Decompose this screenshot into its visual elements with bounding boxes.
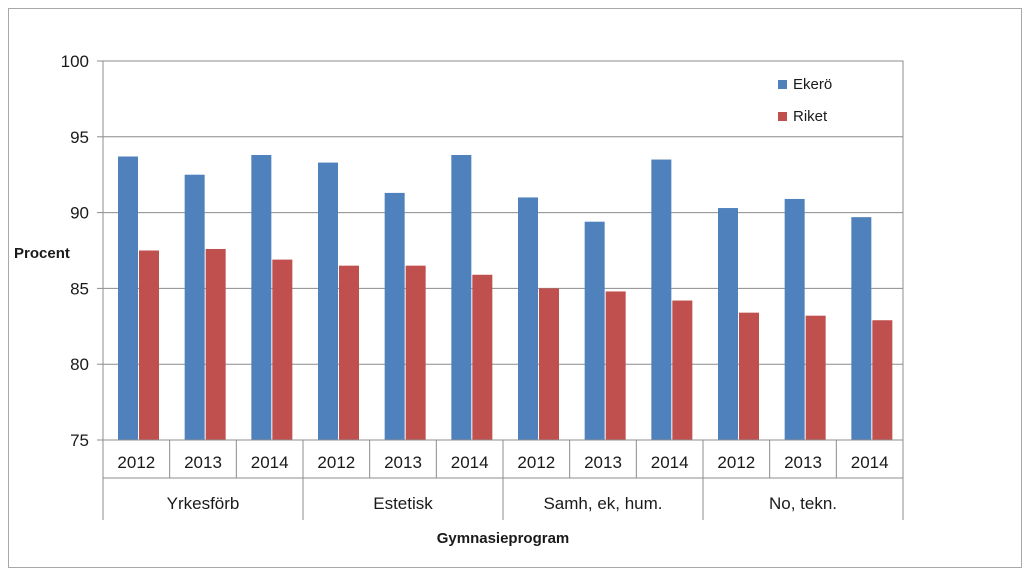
bar-riket xyxy=(539,288,559,440)
bar-riket xyxy=(272,259,293,440)
tick-labels: 75 80 85 90 95 100 2012 2013 2014 2012 2013 2014 201… xyxy=(61,52,889,513)
x-year-label: 2013 xyxy=(384,453,422,472)
x-year-label: 2013 xyxy=(184,453,222,472)
x-year-label: 2012 xyxy=(517,453,555,472)
bar-riket xyxy=(472,274,493,440)
bar-riket xyxy=(339,265,359,440)
bar-ekero xyxy=(451,154,472,440)
y-tick-label: 80 xyxy=(70,355,89,374)
legend-swatch xyxy=(778,112,787,121)
x-year-label: 2014 xyxy=(651,453,689,472)
axes xyxy=(102,439,904,520)
bar-ekero xyxy=(784,198,805,440)
bar-ekero xyxy=(251,154,272,440)
x-axis-title: Gymnasieprogram xyxy=(437,530,570,546)
bar-riket xyxy=(672,300,693,440)
bar-riket xyxy=(739,312,759,440)
bar-riket xyxy=(605,291,626,440)
x-year-label: 2014 xyxy=(851,453,889,472)
bar-ekero xyxy=(718,208,738,440)
y-axis-title: Procent xyxy=(14,245,70,262)
x-group-label: Yrkesförb xyxy=(167,494,240,513)
bar-ekero xyxy=(318,162,338,440)
x-group-label: No, tekn. xyxy=(769,494,837,513)
y-tick-label: 90 xyxy=(70,204,89,223)
x-group-label: Samh, ek, hum. xyxy=(543,494,662,513)
bar-ekero xyxy=(851,217,872,440)
bar-riket xyxy=(139,250,159,440)
x-group-label: Estetisk xyxy=(373,494,433,513)
bar-ekero xyxy=(584,221,605,440)
bar-ekero xyxy=(184,174,205,440)
legend: Ekerö Riket xyxy=(778,76,832,125)
y-tick-label: 100 xyxy=(61,52,89,71)
y-tick-label: 95 xyxy=(70,128,89,147)
legend-swatch xyxy=(778,80,787,89)
bar-ekero xyxy=(384,192,405,440)
x-year-label: 2013 xyxy=(784,453,822,472)
x-year-label: 2012 xyxy=(117,453,155,472)
bar-riket xyxy=(805,315,826,440)
x-year-label: 2012 xyxy=(717,453,755,472)
x-year-label: 2012 xyxy=(317,453,355,472)
bar-riket xyxy=(872,320,893,440)
bar-chart: 75 80 85 90 95 100 2012 2013 2014 2012 2013 2014 201… xyxy=(14,52,904,546)
y-tick-label: 75 xyxy=(70,431,89,450)
x-year-label: 2013 xyxy=(584,453,622,472)
bars xyxy=(118,154,893,441)
x-year-label: 2014 xyxy=(451,453,489,472)
bar-ekero xyxy=(518,197,538,440)
bar-riket xyxy=(205,248,226,440)
legend-label: Riket xyxy=(793,108,828,125)
bar-ekero xyxy=(651,159,672,441)
bar-ekero xyxy=(118,156,138,440)
x-year-label: 2014 xyxy=(251,453,289,472)
bar-riket xyxy=(405,265,426,440)
y-tick-label: 85 xyxy=(70,279,89,298)
legend-label: Ekerö xyxy=(793,76,832,93)
